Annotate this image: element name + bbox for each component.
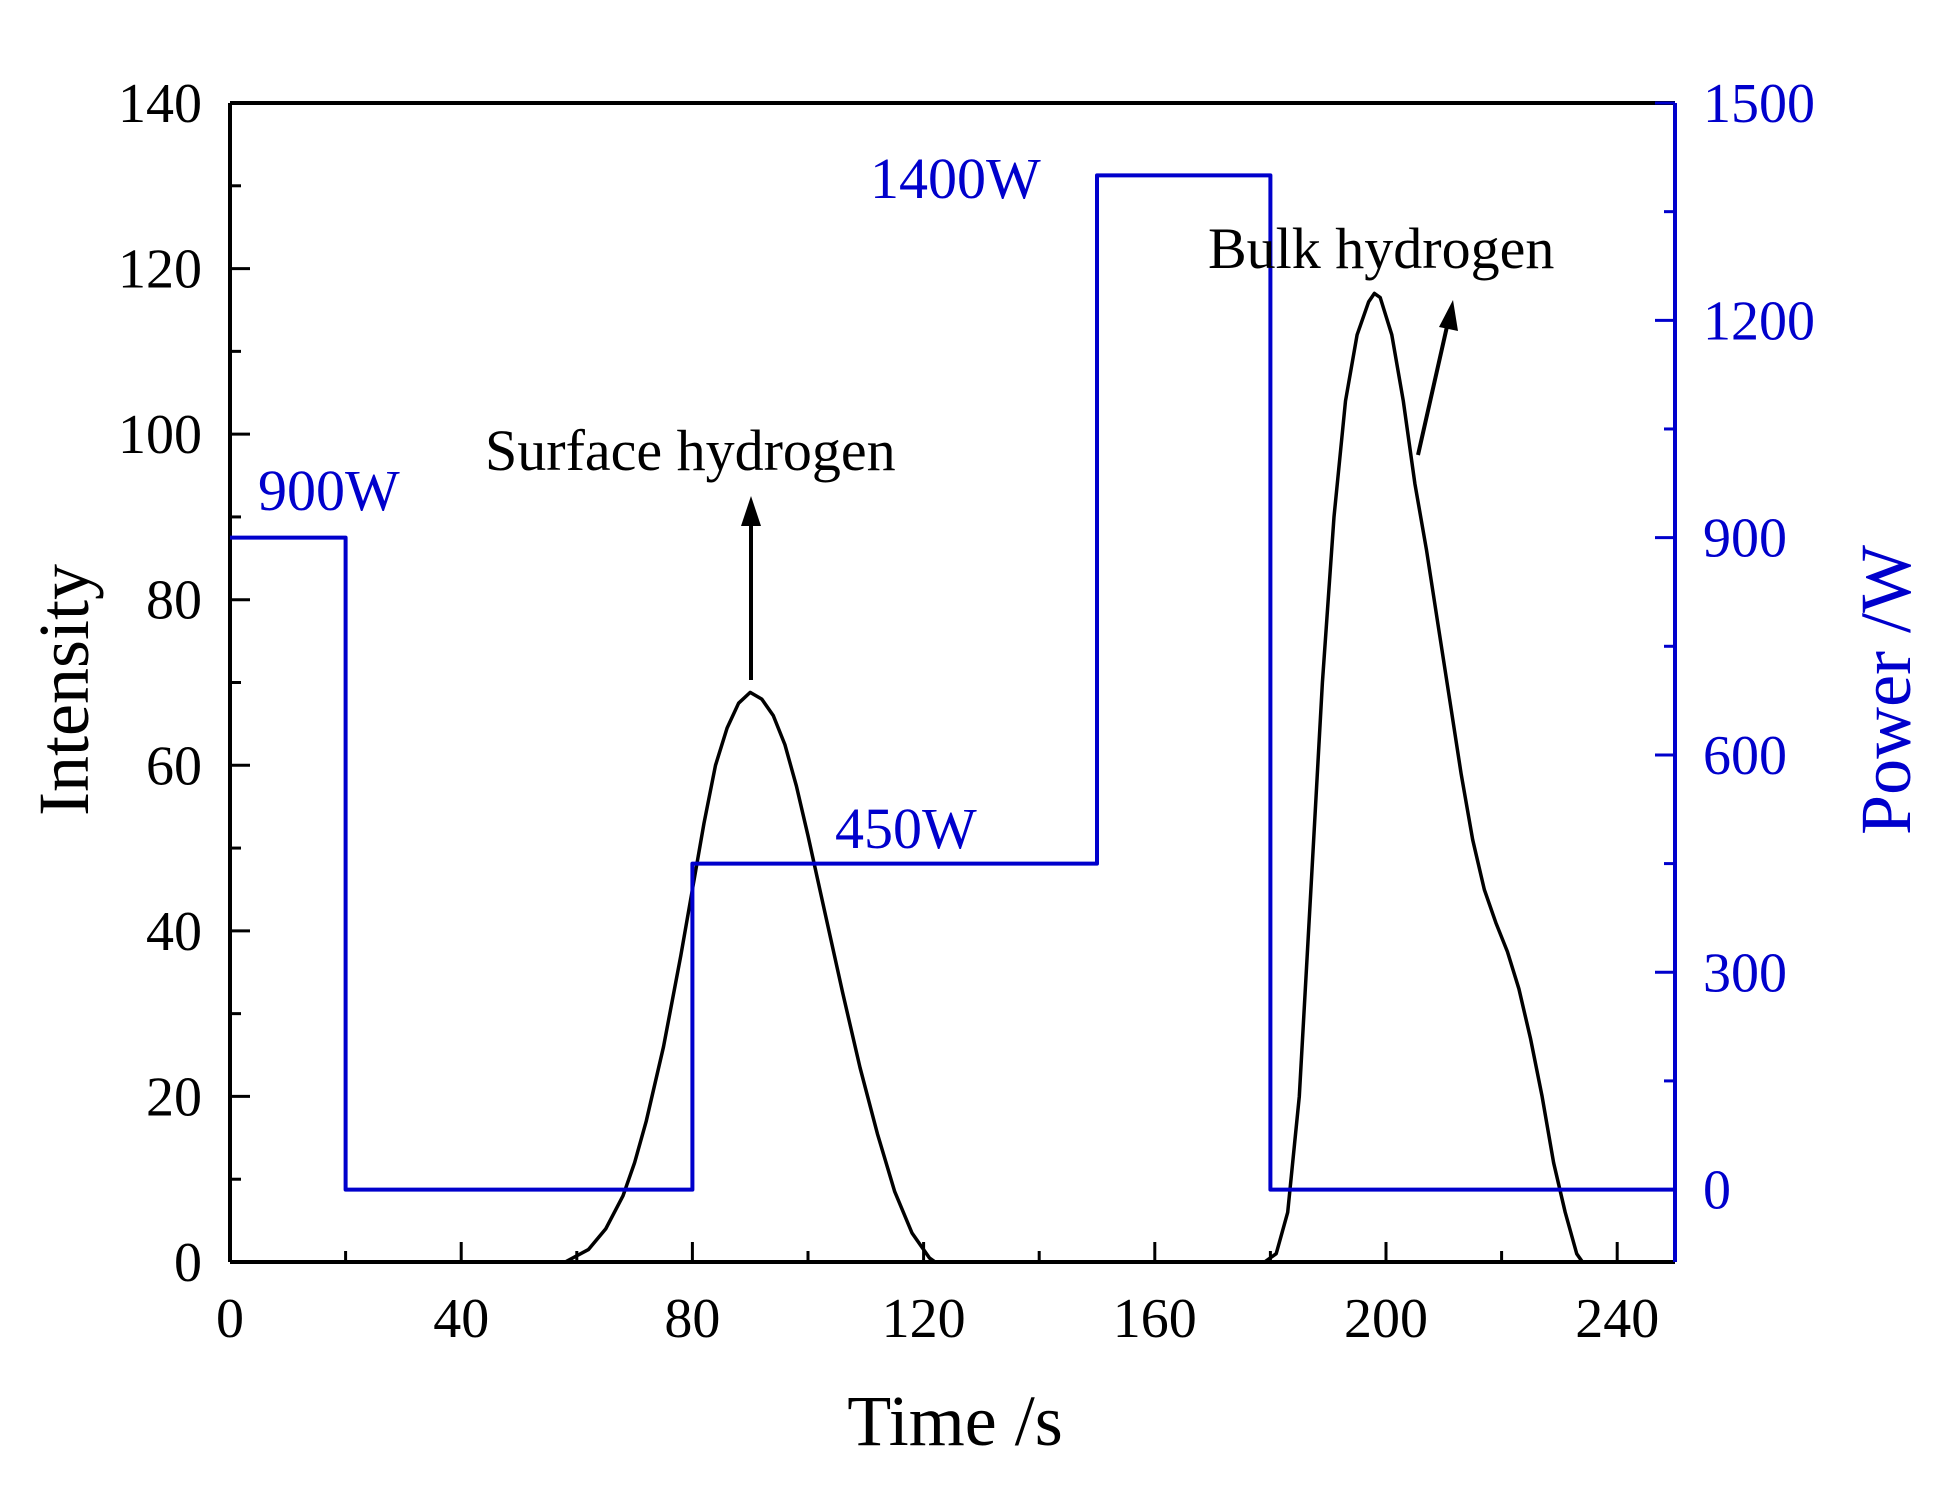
- y-tick-label-120: 120: [118, 239, 202, 301]
- annotation-1400w: 1400W: [870, 146, 1041, 211]
- y2-tick-label-300: 300: [1703, 942, 1787, 1004]
- series-layer: [230, 173, 1675, 1264]
- surface-hydrogen-arrow: [741, 496, 761, 680]
- x-tick-label-0: 0: [216, 1288, 244, 1350]
- x-tick-label-200: 200: [1344, 1288, 1428, 1350]
- y2-tick-label-1500: 1500: [1703, 73, 1815, 135]
- y2-tick-label-600: 600: [1703, 725, 1787, 787]
- y-tick-label-100: 100: [118, 404, 202, 466]
- right-y-axis-title: Power /W: [1846, 545, 1926, 835]
- annotation-900w: 900W: [258, 458, 400, 523]
- y2-tick-label-900: 900: [1703, 508, 1787, 570]
- x-tick-label-120: 120: [882, 1288, 966, 1350]
- y-tick-label-20: 20: [146, 1066, 202, 1128]
- annotation-surface-hydrogen: Surface hydrogen: [485, 418, 896, 483]
- y-tick-label-0: 0: [174, 1232, 202, 1294]
- x-tick-label-40: 40: [433, 1288, 489, 1350]
- x-axis-title: Time /s: [847, 1381, 1062, 1461]
- y-tick-label-60: 60: [146, 735, 202, 797]
- left-y-axis-title: Intensity: [24, 564, 104, 816]
- series-line-intensity: [564, 291, 1584, 1264]
- x-tick-label-80: 80: [664, 1288, 720, 1350]
- bulk-hydrogen-arrow: [1416, 300, 1458, 456]
- y-tick-label-140: 140: [118, 73, 202, 135]
- x-tick-label-240: 240: [1575, 1288, 1659, 1350]
- annotation-450w: 450W: [835, 796, 977, 861]
- tick-labels-layer: 0 40 80 120 160 200 240 0 20 40 60 80 100 120 140 0 300 6…: [118, 73, 1815, 1350]
- y2-tick-label-1200: 1200: [1703, 290, 1815, 352]
- x-tick-label-160: 160: [1113, 1288, 1197, 1350]
- series-line-power: [230, 173, 1675, 1192]
- y-tick-label-80: 80: [146, 570, 202, 632]
- y2-tick-label-0: 0: [1703, 1160, 1731, 1222]
- annotation-bulk-hydrogen: Bulk hydrogen: [1208, 216, 1554, 281]
- y-tick-label-40: 40: [146, 901, 202, 963]
